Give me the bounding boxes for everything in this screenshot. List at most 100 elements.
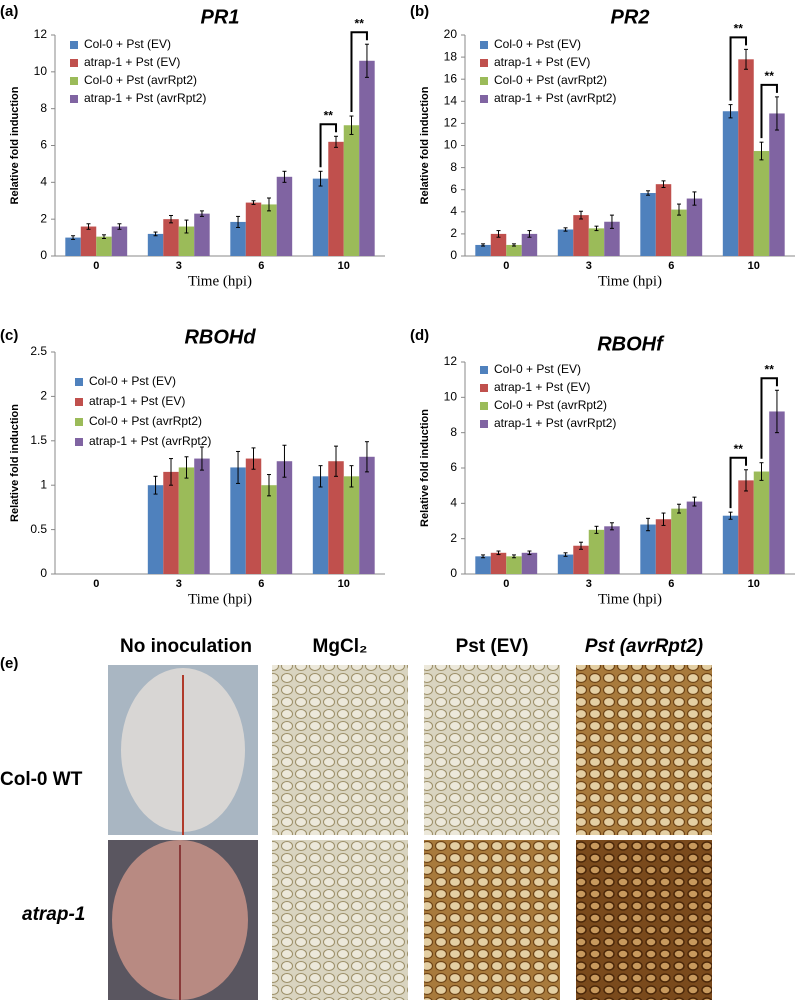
row-header: atrap-1	[22, 904, 85, 925]
error-bar	[481, 243, 486, 247]
x-tick-label: 0	[503, 260, 509, 272]
legend-label: Col-0 + Pst (avrRpt2)	[89, 414, 202, 428]
bar	[557, 229, 574, 256]
column-header: Pst (avrRpt2)	[585, 636, 703, 657]
bar	[230, 467, 246, 574]
error-bar	[676, 503, 681, 514]
error-bar	[774, 96, 779, 131]
legend-label: atrap-1 + Pst (EV)	[84, 55, 180, 69]
error-bar	[71, 235, 76, 240]
bar	[312, 476, 329, 574]
error-bar	[236, 450, 241, 484]
bar	[276, 176, 293, 256]
y-tick-label: 10	[444, 138, 458, 152]
micrograph	[424, 840, 560, 1000]
bar	[343, 125, 360, 256]
error-bar	[199, 210, 204, 217]
legend-swatch	[75, 418, 83, 426]
legend-label: Col-0 + Pst (EV)	[84, 37, 171, 51]
bar	[671, 209, 687, 256]
y-tick-label: 2	[40, 389, 47, 403]
chart-title: RBOHf	[597, 333, 665, 355]
x-tick-label: 6	[258, 578, 264, 590]
error-bar	[251, 447, 256, 470]
bar	[686, 501, 703, 574]
error-bar	[728, 104, 733, 119]
legend-label: atrap-1 + Pst (EV)	[89, 394, 185, 408]
bar	[194, 458, 210, 574]
x-axis-label: Time (hpi)	[598, 273, 662, 289]
legend-swatch	[480, 77, 488, 85]
error-bar	[236, 215, 241, 228]
bar	[490, 552, 507, 574]
x-tick-label: 3	[586, 260, 592, 272]
bar	[655, 184, 672, 256]
legend-swatch	[75, 398, 83, 406]
error-bar	[646, 190, 651, 196]
error-bar	[661, 512, 666, 526]
y-tick-label: 4	[450, 204, 457, 218]
error-bar	[527, 230, 532, 238]
x-tick-label: 3	[176, 260, 182, 272]
legend-swatch	[480, 420, 488, 428]
significance-label: **	[765, 69, 775, 83]
bar	[343, 476, 360, 574]
bar	[475, 244, 491, 256]
error-bar	[609, 522, 614, 531]
error-bar	[744, 48, 749, 70]
bar	[178, 467, 195, 574]
panel-label: (e)	[0, 655, 18, 672]
error-bar	[594, 225, 599, 232]
bar	[738, 59, 754, 257]
bar	[506, 244, 522, 256]
error-bar	[609, 214, 614, 229]
bar	[359, 60, 375, 257]
significance-bracket	[760, 377, 778, 459]
bar	[261, 204, 277, 256]
chart-title: RBOHd	[184, 326, 256, 348]
y-tick-label: 4	[450, 496, 457, 510]
bar	[178, 226, 195, 256]
x-tick-label: 0	[93, 260, 99, 272]
y-tick-label: 6	[40, 138, 47, 152]
micrograph	[424, 665, 560, 835]
bar	[475, 556, 491, 574]
legend-swatch	[75, 438, 83, 446]
error-bar	[563, 552, 568, 557]
y-tick-label: 2	[450, 531, 457, 545]
column-header: No inoculation	[120, 636, 252, 657]
y-tick-label: 12	[34, 27, 48, 41]
significance-bracket	[760, 83, 778, 139]
bar	[686, 198, 703, 256]
legend-swatch	[480, 366, 488, 374]
y-tick-label: 1	[40, 477, 47, 491]
y-tick-label: 8	[450, 160, 457, 174]
bar	[769, 411, 785, 574]
y-tick-label: 10	[444, 390, 458, 404]
bar	[753, 151, 770, 256]
legend-swatch	[480, 384, 488, 392]
bar	[573, 215, 589, 256]
error-bar	[184, 456, 189, 479]
y-tick-label: 0	[450, 248, 457, 262]
error-bar	[282, 170, 287, 183]
x-tick-label: 10	[338, 260, 350, 272]
bar	[640, 524, 656, 574]
error-bar	[759, 462, 764, 481]
bar	[604, 221, 620, 256]
bar	[328, 141, 344, 256]
error-bar	[169, 458, 174, 486]
panel-e: (e) No inoculation MgCl₂ Pst (EV) Pst (a…	[0, 636, 712, 1000]
error-bar	[364, 43, 369, 78]
bar	[359, 456, 375, 574]
micrograph	[272, 840, 408, 1000]
bar	[65, 237, 81, 256]
error-bar	[86, 223, 91, 230]
error-bar	[594, 525, 599, 534]
legend-swatch	[70, 77, 78, 85]
y-axis-label: Relative fold induction	[419, 409, 431, 527]
bar	[655, 519, 672, 574]
bar	[521, 233, 538, 256]
y-tick-label: 0	[450, 566, 457, 580]
